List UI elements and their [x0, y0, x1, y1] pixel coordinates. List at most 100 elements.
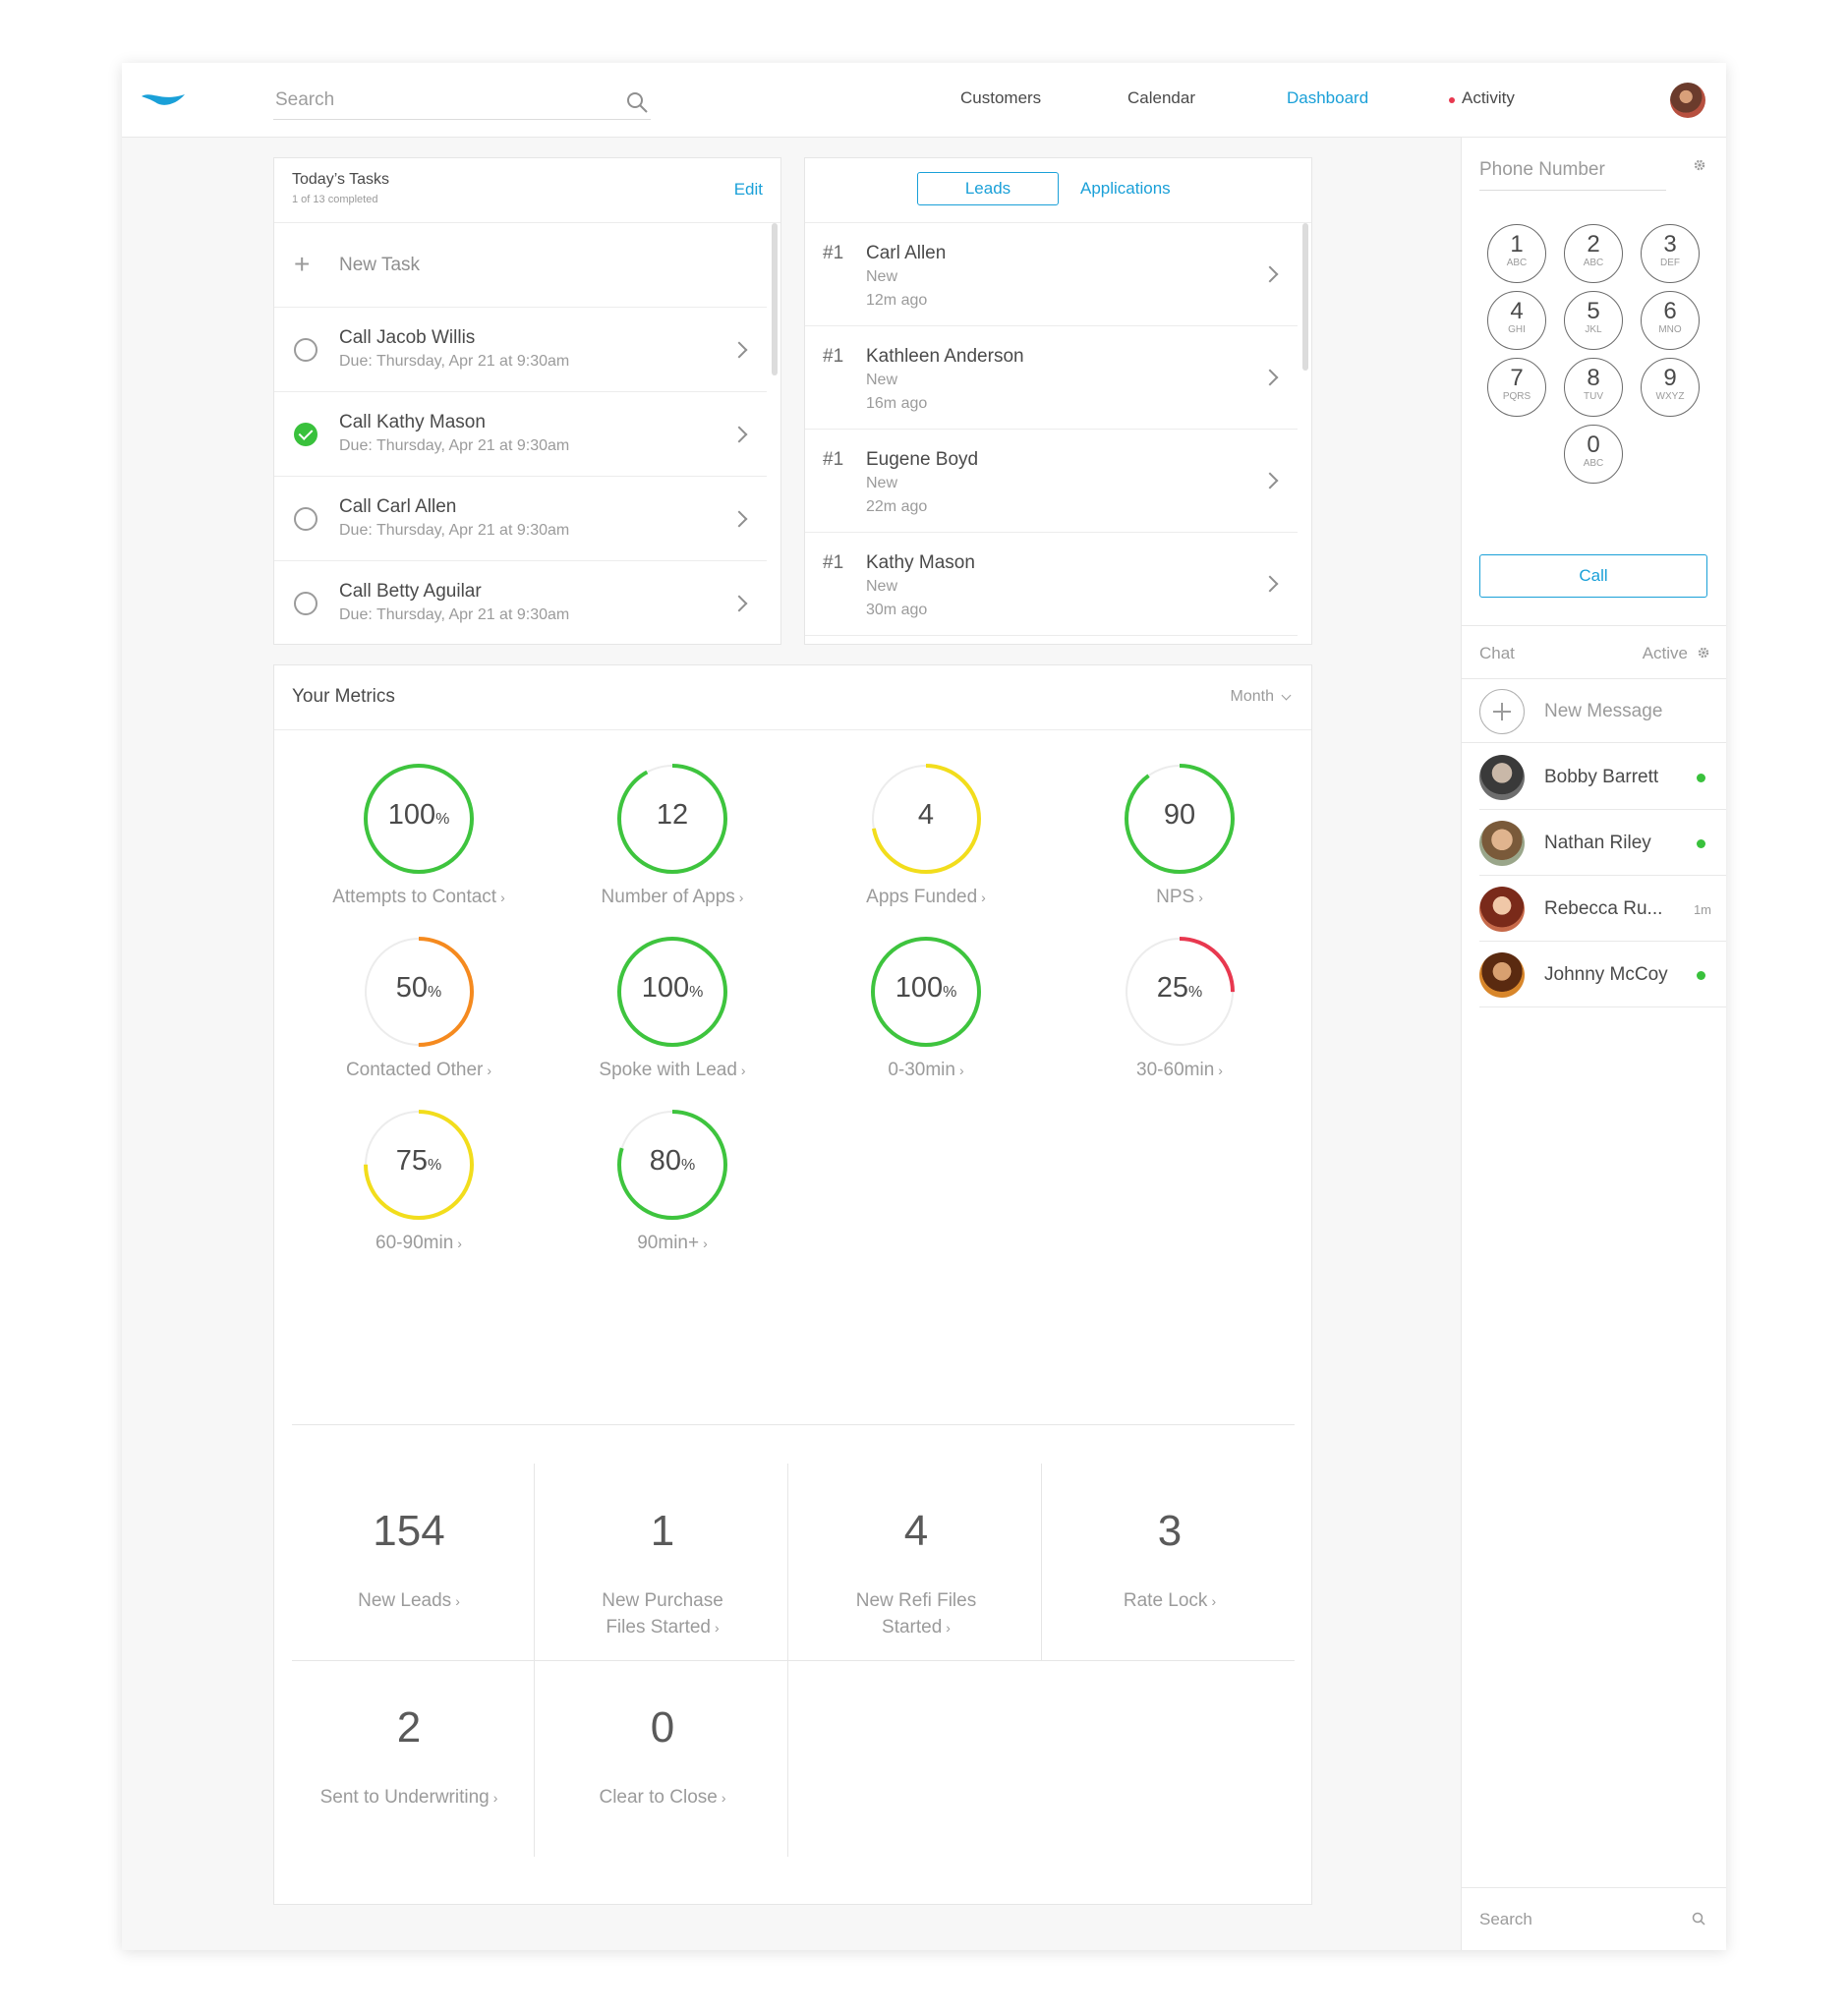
dial-key[interactable]: 8 TUV: [1564, 358, 1623, 417]
dial-key[interactable]: 4 GHI: [1487, 291, 1546, 350]
nav-customers[interactable]: Customers: [960, 88, 1042, 107]
phone-number-input[interactable]: Phone Number: [1479, 159, 1666, 191]
gauge-label[interactable]: 90min+ ›: [546, 1233, 799, 1254]
chat-contact[interactable]: Rebecca Ru... 1m: [1479, 876, 1726, 942]
chevron-right-icon[interactable]: [1261, 575, 1279, 593]
nav-dashboard[interactable]: Dashboard: [1287, 88, 1369, 107]
chat-contact[interactable]: Johnny McCoy: [1479, 942, 1726, 1007]
gauge-label[interactable]: 60-90min ›: [292, 1233, 546, 1254]
chevron-right-icon[interactable]: [730, 341, 748, 359]
gauge-label[interactable]: Spoke with Lead ›: [546, 1060, 799, 1081]
metric-stat[interactable]: 3 Rate Lock ›: [1043, 1464, 1297, 1660]
chat-contact[interactable]: Nathan Riley: [1479, 810, 1726, 876]
task-checkbox[interactable]: [294, 592, 318, 615]
stat-label[interactable]: Rate Lock ›: [1043, 1587, 1297, 1615]
dial-key[interactable]: 0 ABC: [1564, 425, 1623, 484]
task-item[interactable]: Call Kathy Mason Due: Thursday, Apr 21 a…: [274, 392, 767, 477]
dial-key[interactable]: 9 WXYZ: [1641, 358, 1700, 417]
gauge-label[interactable]: Apps Funded ›: [799, 887, 1053, 908]
chat-contact[interactable]: Bobby Barrett: [1479, 744, 1726, 810]
gauge-label[interactable]: NPS ›: [1053, 887, 1306, 908]
nav-activity[interactable]: Activity: [1462, 88, 1515, 107]
lead-item[interactable]: #1 Kathy Mason New 30m ago: [805, 533, 1298, 636]
gear-icon[interactable]: [1694, 159, 1705, 171]
metric-gauge[interactable]: 25% 30-60min ›: [1053, 935, 1306, 1112]
metric-gauge[interactable]: 100% Spoke with Lead ›: [546, 935, 799, 1112]
metric-gauge[interactable]: 100% 0-30min ›: [799, 935, 1053, 1112]
gauge-label[interactable]: Number of Apps ›: [546, 887, 799, 908]
task-checkbox-checked[interactable]: [294, 423, 318, 446]
chevron-right-icon[interactable]: [1261, 472, 1279, 489]
task-checkbox[interactable]: [294, 338, 318, 362]
metric-stat[interactable]: 4 New Refi Files Started ›: [789, 1464, 1043, 1660]
metric-gauge[interactable]: 100% Attempts to Contact ›: [292, 762, 546, 939]
user-avatar[interactable]: [1670, 83, 1705, 118]
gear-icon[interactable]: [1698, 647, 1709, 659]
metric-gauge[interactable]: 75% 60-90min ›: [292, 1108, 546, 1285]
stat-label[interactable]: Sent to Underwriting ›: [282, 1784, 536, 1812]
gauge-value: 80%: [615, 1145, 729, 1178]
chevron-right-icon[interactable]: [730, 510, 748, 528]
lead-item[interactable]: #1 Eugene Boyd New 22m ago: [805, 430, 1298, 533]
nav-calendar[interactable]: Calendar: [1127, 88, 1195, 107]
dial-key-digit: 0: [1587, 431, 1600, 458]
leads-scrollbar[interactable]: [1302, 223, 1308, 371]
new-task-button[interactable]: + New Task: [274, 223, 767, 308]
dial-key[interactable]: 2 ABC: [1564, 224, 1623, 283]
dial-key[interactable]: 5 JKL: [1564, 291, 1623, 350]
range-dropdown[interactable]: Month: [1230, 688, 1274, 705]
dial-key[interactable]: 3 DEF: [1641, 224, 1700, 283]
stat-label[interactable]: New Refi Files Started ›: [789, 1587, 1043, 1641]
call-button[interactable]: Call: [1479, 554, 1707, 598]
metric-stat[interactable]: 2 Sent to Underwriting ›: [282, 1660, 536, 1857]
chat-search[interactable]: Search: [1462, 1887, 1726, 1950]
gauge-label[interactable]: Contacted Other ›: [292, 1060, 546, 1081]
chat-status[interactable]: Active: [1642, 644, 1688, 662]
metrics-divider: [292, 1424, 1295, 1425]
edit-tasks-button[interactable]: Edit: [733, 180, 763, 199]
tasks-scrollbar[interactable]: [772, 223, 778, 375]
gauge-number: 12: [656, 799, 689, 831]
stat-label[interactable]: New Purchase Files Started ›: [536, 1587, 789, 1641]
dial-key[interactable]: 6 MNO: [1641, 291, 1700, 350]
gauge-label[interactable]: 30-60min ›: [1053, 1060, 1306, 1081]
task-item[interactable]: Call Betty Aguilar Due: Thursday, Apr 21…: [274, 561, 767, 646]
search-input[interactable]: [273, 83, 598, 118]
chevron-right-icon[interactable]: [1261, 265, 1279, 283]
gauge-ring: [617, 764, 727, 874]
metric-gauge[interactable]: 90 NPS ›: [1053, 762, 1306, 939]
dial-key-digit: 9: [1663, 365, 1677, 391]
logo-icon[interactable]: [142, 88, 185, 108]
metric-gauge[interactable]: 4 Apps Funded ›: [799, 762, 1053, 939]
search-icon[interactable]: [625, 90, 649, 114]
metric-gauge[interactable]: 80% 90min+ ›: [546, 1108, 799, 1285]
metric-stat[interactable]: 0 Clear to Close ›: [536, 1660, 789, 1857]
chevron-down-icon[interactable]: [1281, 690, 1292, 701]
task-item[interactable]: Call Jacob Willis Due: Thursday, Apr 21 …: [274, 308, 767, 392]
gauge-label[interactable]: Attempts to Contact ›: [292, 887, 546, 908]
gauge-ring: [617, 937, 727, 1047]
gauge-label[interactable]: 0-30min ›: [799, 1060, 1053, 1081]
task-checkbox[interactable]: [294, 507, 318, 531]
dial-key-digit: 5: [1587, 298, 1600, 324]
search-icon[interactable]: [1692, 1912, 1705, 1926]
lead-item[interactable]: #1 Carl Allen New 12m ago: [805, 223, 1298, 326]
stat-label[interactable]: Clear to Close ›: [536, 1784, 789, 1812]
lead-item[interactable]: #1 Kathleen Anderson New 16m ago: [805, 326, 1298, 430]
tab-leads[interactable]: Leads: [917, 172, 1059, 205]
metric-stat[interactable]: 1 New Purchase Files Started ›: [536, 1464, 789, 1660]
chevron-right-icon[interactable]: [730, 595, 748, 612]
chat-search-input[interactable]: Search: [1479, 1910, 1532, 1928]
chevron-right-icon[interactable]: [1261, 369, 1279, 386]
task-item[interactable]: Call Carl Allen Due: Thursday, Apr 21 at…: [274, 477, 767, 561]
metric-gauge[interactable]: 50% Contacted Other ›: [292, 935, 546, 1112]
tab-applications[interactable]: Applications: [1080, 179, 1171, 198]
dial-key[interactable]: 7 PQRS: [1487, 358, 1546, 417]
dial-key[interactable]: 1 ABC: [1487, 224, 1546, 283]
metric-gauge[interactable]: 12 Number of Apps ›: [546, 762, 799, 939]
chevron-right-icon[interactable]: [730, 426, 748, 443]
stat-value: 1: [650, 1507, 675, 1555]
stat-label[interactable]: New Leads ›: [282, 1587, 536, 1615]
new-message-button[interactable]: New Message: [1462, 678, 1726, 743]
metric-stat[interactable]: 154 New Leads ›: [282, 1464, 536, 1660]
